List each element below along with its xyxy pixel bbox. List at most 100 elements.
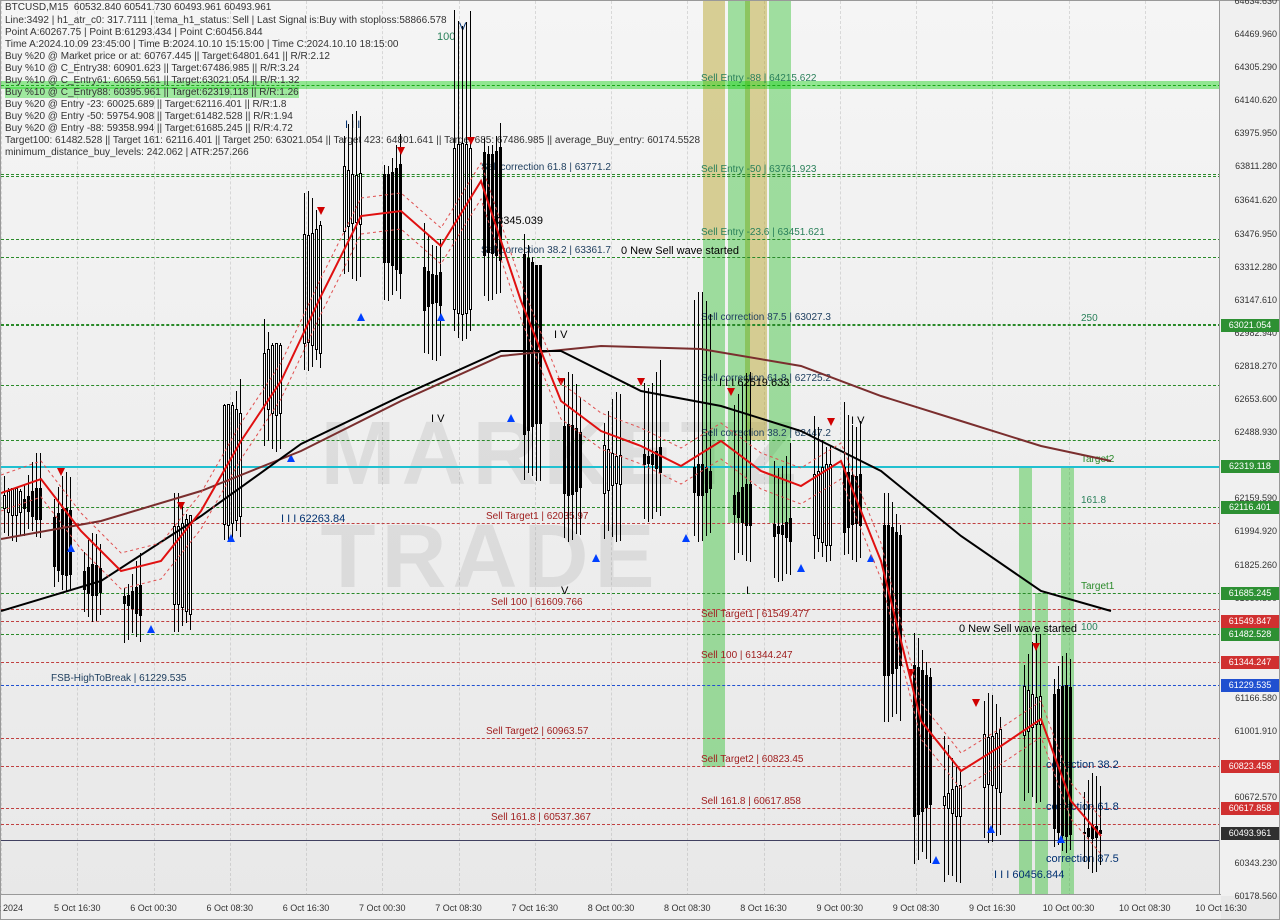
- candle-body: [65, 508, 68, 576]
- candle-body: [855, 476, 858, 524]
- candle-wick: [698, 292, 699, 541]
- level-line: [1, 808, 1221, 809]
- candle-body: [563, 426, 566, 494]
- candle-body: [777, 526, 780, 534]
- candle-body: [435, 275, 438, 304]
- time-tick: 5 Oct 2024: [0, 903, 23, 913]
- price-level-box: 60617.858: [1221, 802, 1279, 815]
- arrow-up-icon: [287, 454, 295, 462]
- time-tick: 7 Oct 08:30: [435, 903, 482, 913]
- candle-body: [235, 409, 238, 520]
- candle-body: [343, 166, 346, 232]
- time-tick: 8 Oct 16:30: [740, 903, 787, 913]
- candle-body: [131, 591, 134, 609]
- candle-wick: [786, 456, 787, 574]
- candle-body: [619, 455, 622, 484]
- candle-body: [427, 271, 430, 307]
- candle-body: [483, 152, 486, 256]
- candle-wick: [750, 372, 751, 561]
- candle-body: [469, 148, 472, 311]
- candle-body: [311, 233, 314, 346]
- candle-body: [913, 665, 916, 818]
- time-tick: 5 Oct 16:30: [54, 903, 101, 913]
- candle-wick: [790, 443, 791, 574]
- level-line: [1, 621, 1221, 622]
- arrow-up-icon: [987, 825, 995, 833]
- chart-container: MARKETZ TRADE Sell Entry -88 | 64215.622…: [0, 0, 1280, 920]
- arrow-down-icon: [1032, 643, 1040, 651]
- candle-body: [883, 525, 886, 677]
- time-tick: 10 Oct 16:30: [1195, 903, 1247, 913]
- candle-body: [987, 737, 990, 786]
- candle-body: [185, 519, 188, 612]
- candle-body: [95, 565, 98, 596]
- arrow-up-icon: [437, 313, 445, 321]
- price-level-box: 61482.528: [1221, 628, 1279, 641]
- candle-body: [127, 595, 130, 606]
- candle-body: [439, 272, 442, 305]
- candle-body: [579, 432, 582, 487]
- level-line: [1, 385, 1221, 386]
- candle-body: [315, 229, 318, 350]
- candle-body: [929, 677, 932, 806]
- candle-wick: [660, 360, 661, 516]
- candle-body: [1087, 828, 1090, 837]
- arrow-up-icon: [227, 534, 235, 542]
- candle-body: [523, 254, 526, 434]
- wave-label: I: [746, 585, 749, 597]
- time-tick: 9 Oct 00:30: [816, 903, 863, 913]
- time-tick: 7 Oct 16:30: [511, 903, 558, 913]
- time-tick: 9 Oct 16:30: [969, 903, 1016, 913]
- candle-body: [887, 525, 890, 677]
- level-label: Sell correction 38.2 | 62447.2: [701, 428, 831, 439]
- candle-body: [1023, 686, 1026, 736]
- level-line: [1, 766, 1221, 767]
- wave-label: I I I 60456.844: [994, 869, 1064, 881]
- candle-body: [955, 786, 958, 817]
- level-label: Sell correction 87.5 | 63027.3: [701, 312, 831, 323]
- level-line: [1, 523, 1221, 524]
- price-tick: 61166.580: [1235, 693, 1277, 703]
- candle-body: [457, 144, 460, 314]
- time-tick: 10 Oct 00:30: [1043, 903, 1095, 913]
- candle-body: [3, 495, 6, 508]
- candle-body: [1039, 696, 1042, 725]
- price-axis: 64634.63064469.96064305.29064140.6206397…: [1219, 1, 1279, 896]
- candle-body: [745, 484, 748, 525]
- arrow-down-icon: [397, 147, 405, 155]
- candle-wick: [1092, 773, 1093, 873]
- candle-body: [921, 670, 924, 811]
- arrow-down-icon: [727, 388, 735, 396]
- wave-label: I V: [431, 413, 444, 425]
- arrow-down-icon: [557, 378, 565, 386]
- candle-wick: [746, 373, 747, 561]
- wave-label: I V: [554, 329, 567, 341]
- chart-area[interactable]: Sell Entry -88 | 64215.622Sell correctio…: [1, 1, 1221, 896]
- price-tick: 61825.260: [1234, 560, 1277, 570]
- candle-body: [347, 170, 350, 227]
- time-tick: 6 Oct 16:30: [283, 903, 330, 913]
- candle-body: [83, 571, 86, 590]
- arrow-down-icon: [907, 669, 915, 677]
- price-tick: 60343.230: [1234, 858, 1277, 868]
- candle-body: [1083, 832, 1086, 834]
- candle-body: [487, 154, 490, 253]
- arrow-down-icon: [467, 137, 475, 145]
- candle-wick: [648, 388, 649, 523]
- candle-body: [611, 453, 614, 486]
- candle-body: [701, 464, 704, 495]
- candle-body: [465, 144, 468, 314]
- candle-body: [535, 265, 538, 424]
- candle-body: [1057, 689, 1060, 833]
- candle-body: [19, 491, 22, 513]
- candle-body: [817, 471, 820, 540]
- price-level-box: 62319.118: [1221, 460, 1279, 473]
- candle-body: [789, 518, 792, 542]
- candle-body: [773, 524, 776, 537]
- candle-body: [355, 175, 358, 223]
- time-gridline: [1, 1, 2, 896]
- arrow-down-icon: [827, 418, 835, 426]
- candle-body: [895, 532, 898, 670]
- arrow-down-icon: [57, 468, 65, 476]
- candle-wick: [24, 485, 25, 536]
